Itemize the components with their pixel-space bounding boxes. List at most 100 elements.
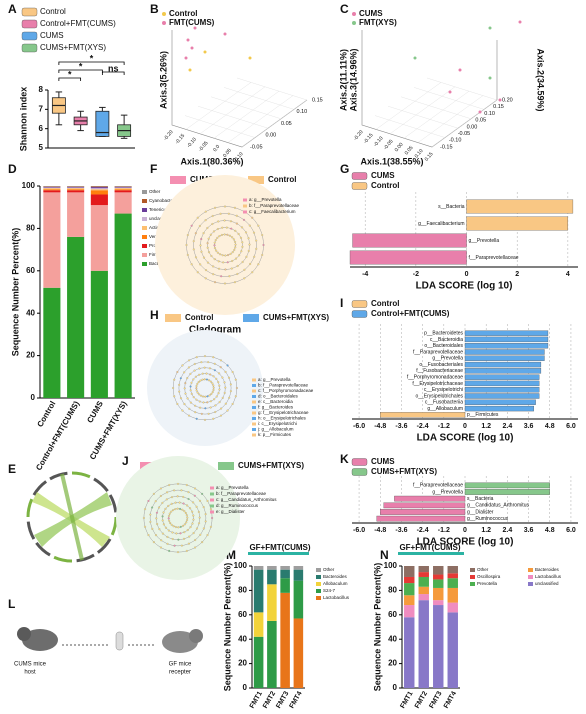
cladogram-node <box>206 534 209 537</box>
frame-grid <box>199 86 266 134</box>
cladogram-node <box>197 511 200 514</box>
cladogram-ring <box>178 361 232 415</box>
cladogram-node <box>249 262 252 265</box>
cladogram-node <box>183 510 186 513</box>
cladogram-node <box>192 518 195 521</box>
cladogram-node <box>242 218 245 221</box>
legend-label: CUMS+FMT(XYS) <box>238 461 304 470</box>
bar <box>464 374 540 380</box>
cladogram-node <box>213 362 216 365</box>
cladogram-node <box>200 250 203 253</box>
cladogram-node <box>223 219 226 222</box>
cladogram-node <box>226 364 229 367</box>
cladogram-node <box>187 542 190 545</box>
cladogram-node <box>219 366 222 369</box>
cladogram-node <box>182 537 185 540</box>
bar <box>380 412 466 418</box>
legend-label: Control <box>40 7 66 16</box>
cladogram-node <box>186 253 189 256</box>
cladogram-node <box>233 248 236 251</box>
cladogram-node <box>183 387 186 390</box>
cladogram-node <box>257 224 260 227</box>
panel-label: D <box>8 162 17 176</box>
item-label: d: o__Bacteroidales <box>258 394 299 399</box>
x-tick-label: 6.0 <box>566 423 576 430</box>
cladogram-node <box>221 376 224 379</box>
cladogram-node <box>176 371 179 374</box>
panel-label: K <box>340 452 349 466</box>
bar-label: c__Erysipelotrichi <box>424 387 463 393</box>
bar-segment <box>67 236 85 398</box>
cladogram-node <box>204 395 207 398</box>
x-tick-label: 4.8 <box>545 423 555 430</box>
cladogram-node <box>229 383 232 386</box>
cladogram-node <box>204 277 207 280</box>
cladogram-node <box>212 356 215 359</box>
y-tick-label: 0 <box>393 683 398 692</box>
cladogram-node <box>195 505 198 508</box>
item-swatch <box>210 510 214 514</box>
tube <box>115 631 124 651</box>
legend-label: Other <box>149 189 161 194</box>
tick-label: 0.05 <box>222 147 233 158</box>
cladogram-node <box>199 244 202 247</box>
cladogram-node <box>160 539 163 542</box>
cladogram-node <box>166 535 169 538</box>
x-tick-label: FMT4 <box>289 690 304 709</box>
cladogram-node <box>179 532 182 535</box>
x-tick-label: 1.2 <box>481 527 491 534</box>
cladogram-node <box>152 541 155 544</box>
cladogram-node <box>199 533 202 536</box>
cladogram-node <box>209 525 212 528</box>
y-tick-label: 80 <box>26 224 35 233</box>
frame-grid <box>403 91 470 139</box>
cladogram-node <box>202 527 205 530</box>
cladogram-node <box>202 401 205 404</box>
item-label: c: f__Porphyromonadaceae <box>258 388 314 393</box>
cladogram-ring <box>162 502 194 534</box>
chord-arc <box>110 516 118 536</box>
cladogram-node <box>167 514 170 517</box>
bar-segment <box>404 605 415 618</box>
legend-label: CUMS <box>40 31 64 40</box>
cladogram-node <box>202 395 205 398</box>
cladogram-node <box>215 377 218 380</box>
cladogram-node <box>218 372 221 375</box>
legend-label: Lactobacillus <box>323 595 350 600</box>
cladogram-node <box>185 484 188 487</box>
cladogram-node <box>227 212 230 215</box>
cladogram-node <box>190 263 193 266</box>
cladogram-node <box>227 254 230 257</box>
legend-label: Oscillospira <box>477 574 501 579</box>
tick-label: 0.15 <box>312 97 323 103</box>
cladogram-node <box>226 409 229 412</box>
bar-segment <box>433 587 444 601</box>
cladogram-node <box>186 234 189 237</box>
tick-label: 0.20 <box>502 97 513 103</box>
bar-segment <box>404 617 415 688</box>
tick-label: 0.05 <box>281 121 292 127</box>
cladogram-node <box>152 492 155 495</box>
cladogram-node <box>209 508 212 511</box>
x-tick-label: 2.4 <box>503 527 513 534</box>
cladogram-node <box>161 501 164 504</box>
cladogram-node <box>206 246 209 249</box>
cladogram-node <box>173 395 176 398</box>
point <box>413 56 417 60</box>
bar-segment <box>418 600 429 688</box>
bar-segment <box>433 566 444 575</box>
legend-label: Bacteroides <box>535 567 560 572</box>
bar-label: g__Dialister <box>467 509 494 515</box>
item-swatch <box>252 428 256 431</box>
cladogram-node <box>198 400 201 403</box>
bar <box>464 368 542 374</box>
cladogram-node <box>184 392 187 395</box>
cladogram-node <box>228 376 231 379</box>
cladogram-node <box>151 527 154 530</box>
cladogram-node <box>224 205 227 208</box>
cladogram-node <box>224 268 227 271</box>
tick-label: 0.05 <box>404 145 415 156</box>
cladogram-node <box>228 396 231 399</box>
item-swatch <box>252 422 256 426</box>
cladogram-node <box>181 508 184 511</box>
